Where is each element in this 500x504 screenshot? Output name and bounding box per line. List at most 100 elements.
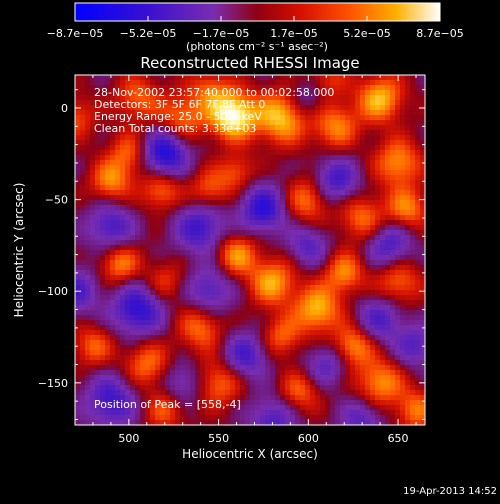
heatmap-cell bbox=[135, 265, 140, 270]
heatmap-cell bbox=[210, 270, 215, 275]
heatmap-cell bbox=[245, 165, 250, 170]
heatmap-cell bbox=[400, 290, 405, 295]
heatmap-cell bbox=[290, 140, 295, 145]
heatmap-cell bbox=[335, 295, 340, 300]
heatmap-cell bbox=[300, 205, 305, 210]
heatmap-cell bbox=[165, 375, 170, 380]
heatmap-cell bbox=[385, 115, 390, 120]
heatmap-cell bbox=[85, 210, 90, 215]
heatmap-cell bbox=[275, 345, 280, 350]
heatmap-cell bbox=[210, 265, 215, 270]
heatmap-cell bbox=[210, 215, 215, 220]
heatmap-cell bbox=[195, 265, 200, 270]
heatmap-cell bbox=[325, 185, 330, 190]
heatmap-cell bbox=[105, 210, 110, 215]
heatmap-cell bbox=[350, 220, 355, 225]
heatmap-cell bbox=[410, 195, 415, 200]
heatmap-cell bbox=[230, 245, 235, 250]
heatmap-cell bbox=[375, 375, 380, 380]
heatmap-cell bbox=[210, 230, 215, 235]
heatmap-cell bbox=[120, 230, 125, 235]
heatmap-cell bbox=[270, 390, 275, 395]
heatmap-cell bbox=[225, 225, 230, 230]
heatmap-cell bbox=[235, 250, 240, 255]
heatmap-cell bbox=[180, 215, 185, 220]
heatmap-cell bbox=[220, 355, 225, 360]
heatmap-cell bbox=[300, 170, 305, 175]
heatmap-cell bbox=[360, 180, 365, 185]
heatmap-cell bbox=[90, 200, 95, 205]
heatmap-cell bbox=[180, 205, 185, 210]
heatmap-cell bbox=[145, 335, 150, 340]
heatmap-cell bbox=[150, 205, 155, 210]
heatmap-cell bbox=[340, 230, 345, 235]
heatmap-cell bbox=[285, 210, 290, 215]
heatmap-cell bbox=[315, 165, 320, 170]
heatmap-cell bbox=[265, 275, 270, 280]
heatmap-cell bbox=[350, 330, 355, 335]
heatmap-cell bbox=[125, 355, 130, 360]
heatmap-cell bbox=[95, 185, 100, 190]
heatmap-cell bbox=[370, 275, 375, 280]
heatmap-cell bbox=[85, 345, 90, 350]
heatmap-cell bbox=[330, 105, 335, 110]
heatmap-cell bbox=[295, 320, 300, 325]
heatmap-cell bbox=[220, 185, 225, 190]
heatmap-cell bbox=[235, 175, 240, 180]
heatmap-cell bbox=[285, 265, 290, 270]
heatmap-cell bbox=[205, 160, 210, 165]
heatmap-cell bbox=[375, 265, 380, 270]
heatmap-cell bbox=[300, 320, 305, 325]
heatmap-cell bbox=[405, 185, 410, 190]
heatmap-cell bbox=[140, 320, 145, 325]
heatmap-cell bbox=[95, 335, 100, 340]
heatmap-cell bbox=[295, 305, 300, 310]
heatmap-cell bbox=[300, 130, 305, 135]
heatmap-cell bbox=[265, 355, 270, 360]
heatmap-cell bbox=[310, 215, 315, 220]
heatmap-cell bbox=[280, 290, 285, 295]
heatmap-cell bbox=[250, 295, 255, 300]
heatmap-cell bbox=[360, 90, 365, 95]
heatmap-cell bbox=[305, 330, 310, 335]
heatmap-cell bbox=[125, 75, 130, 80]
heatmap-cell bbox=[150, 255, 155, 260]
heatmap-cell bbox=[160, 385, 165, 390]
heatmap-cell bbox=[280, 315, 285, 320]
heatmap-cell bbox=[295, 185, 300, 190]
heatmap-cell bbox=[345, 100, 350, 105]
heatmap-cell bbox=[280, 200, 285, 205]
heatmap-cell bbox=[145, 140, 150, 145]
heatmap-cell bbox=[245, 160, 250, 165]
heatmap-cell bbox=[195, 205, 200, 210]
heatmap-cell bbox=[260, 405, 265, 410]
heatmap-cell bbox=[415, 310, 420, 315]
heatmap-cell bbox=[295, 390, 300, 395]
heatmap-cell bbox=[280, 340, 285, 345]
heatmap-cell bbox=[200, 250, 205, 255]
heatmap-cell bbox=[415, 375, 420, 380]
heatmap-cell bbox=[230, 150, 235, 155]
heatmap-cell bbox=[370, 230, 375, 235]
heatmap-cell bbox=[405, 160, 410, 165]
heatmap-cell bbox=[335, 150, 340, 155]
heatmap-cell bbox=[150, 295, 155, 300]
heatmap-cell bbox=[355, 415, 360, 420]
heatmap-cell bbox=[260, 330, 265, 335]
heatmap-cell bbox=[215, 330, 220, 335]
heatmap-cell bbox=[325, 250, 330, 255]
heatmap-cell bbox=[395, 180, 400, 185]
heatmap-cell bbox=[95, 255, 100, 260]
heatmap-cell bbox=[150, 180, 155, 185]
heatmap-cell bbox=[355, 395, 360, 400]
heatmap-cell bbox=[410, 105, 415, 110]
heatmap-cell bbox=[415, 300, 420, 305]
heatmap-cell bbox=[130, 385, 135, 390]
heatmap-cell bbox=[370, 260, 375, 265]
heatmap-cell bbox=[155, 335, 160, 340]
heatmap-cell bbox=[160, 380, 165, 385]
heatmap-cell bbox=[225, 295, 230, 300]
heatmap-cell bbox=[390, 340, 395, 345]
heatmap-cell bbox=[170, 155, 175, 160]
heatmap-cell bbox=[155, 320, 160, 325]
